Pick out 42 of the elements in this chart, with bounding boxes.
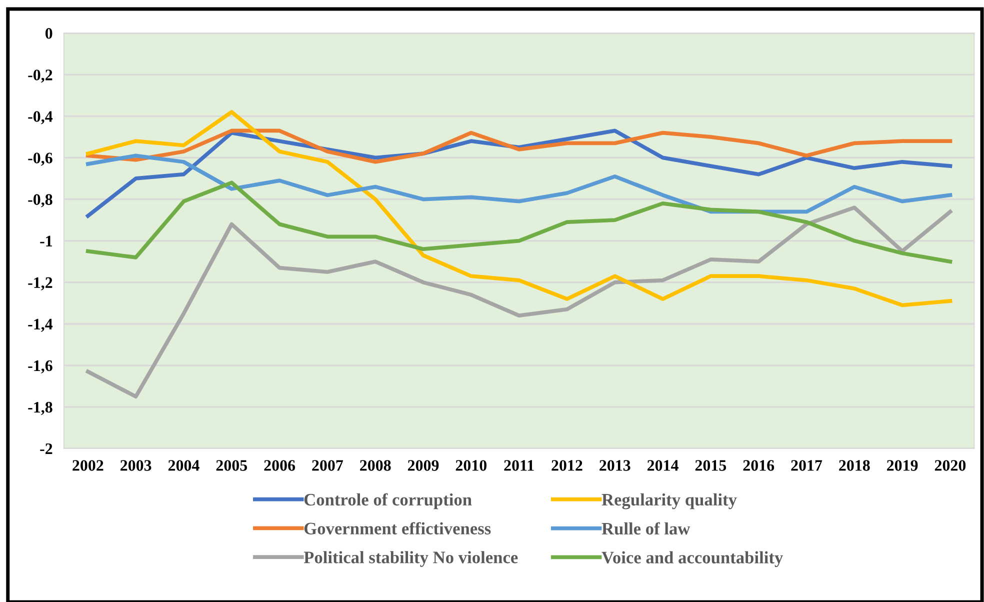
x-tick-label: 2005 (216, 460, 248, 471)
y-tick-label: -1,6 (28, 360, 52, 374)
x-tick-label: 2015 (695, 460, 726, 471)
line-series (86, 110, 952, 308)
x-tick-label: 2008 (360, 460, 391, 471)
legend-label: Voice and accountability (602, 551, 783, 568)
legend-label: Controle of corruption (304, 493, 472, 510)
x-tick-label: 2014 (647, 460, 678, 471)
y-tick-label: -1 (40, 236, 52, 246)
x-tick-label: 2009 (408, 460, 439, 471)
y-tick-label: -1,2 (28, 277, 52, 290)
x-tick-label: 2020 (934, 460, 966, 471)
x-tick-label: 2003 (120, 460, 152, 471)
x-tick-label: 2011 (504, 460, 534, 471)
x-tick-label: 2018 (839, 460, 870, 471)
x-tick-label: 2002 (72, 460, 104, 471)
x-tick-label: 2010 (456, 460, 487, 471)
y-tick-label: -1,8 (28, 402, 52, 415)
y-tick-label: -2 (40, 443, 52, 454)
line-series (86, 154, 952, 214)
y-tick-label: 0 (45, 28, 52, 39)
y-tick-label: -0,6 (28, 152, 52, 166)
x-tick-label: 2006 (264, 460, 296, 471)
legend-label: Rulle of law (602, 522, 690, 535)
x-tick-label: 2019 (887, 460, 918, 471)
line-series (86, 128, 952, 218)
y-tick-label: -0,4 (28, 111, 53, 124)
x-tick-label: 2007 (312, 460, 344, 471)
line-series (86, 206, 952, 399)
legend-label: Regularity quality (602, 493, 737, 510)
line-series (86, 128, 952, 164)
x-tick-label: 2004 (168, 460, 200, 471)
legend-label: Government effictiveness (304, 522, 491, 534)
legend-label: Political stability No violence (304, 551, 518, 567)
x-tick-label: 2016 (743, 460, 774, 471)
x-tick-label: 2017 (791, 460, 822, 471)
y-tick-label: -1,4 (28, 318, 53, 332)
y-tick-label: -0,2 (28, 70, 52, 83)
x-tick-label: 2012 (552, 460, 582, 471)
line-series (86, 180, 952, 264)
y-tick-label: -0,8 (28, 194, 52, 208)
x-tick-label: 2013 (600, 460, 630, 471)
